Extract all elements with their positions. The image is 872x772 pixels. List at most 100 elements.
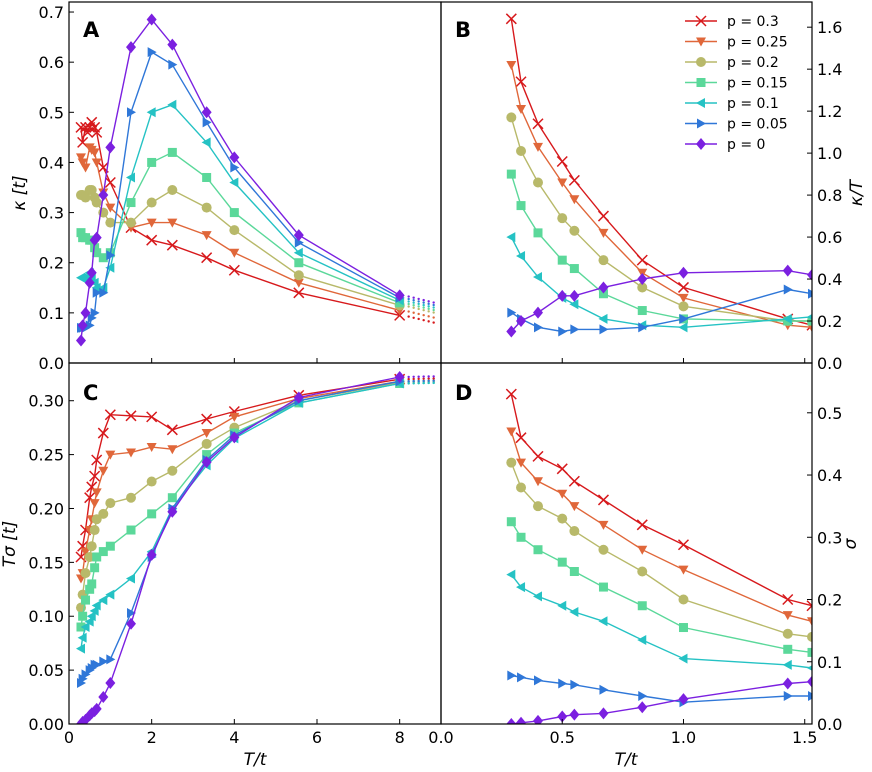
data-point-d-p0.25-1 [516,458,527,468]
data-point-b-p0-0 [506,325,517,338]
data-point-d-p0.1-9 [807,665,812,671]
ylabel-d: σ [841,537,861,549]
continuation-dot-a-p0.15-2 [412,304,415,307]
data-point-d-p0.2-3 [557,513,568,524]
data-point-d-p0.2-8 [782,628,793,639]
data-point-a-p0-0 [75,334,86,347]
data-point-c-p0.05-8 [106,654,116,665]
ytick-label-c-4: 0.20 [28,499,64,518]
data-point-d-p0.05-5 [599,684,609,695]
data-point-b-p0.2-1 [516,146,527,157]
data-point-d-p0.25-5 [598,520,609,530]
ytick-label-c-2: 0.10 [28,607,64,626]
data-point-a-p0.15-9 [126,198,136,208]
data-point-a-p0.25-0 [75,153,86,163]
data-point-b-p0-9 [807,268,812,281]
continuation-dot-a-p0.15-6 [432,308,435,312]
data-point-a-p0-1 [77,319,88,332]
data-point-a-p0.25-8 [105,203,116,213]
legend-marker-p0.2 [696,57,706,67]
continuation-dot-c-p0.1-1 [407,382,410,385]
continuation-dot-c-p0.3-1 [407,377,410,381]
panel-label-c: C [83,381,98,405]
data-point-c-p0.1-9 [126,573,135,584]
data-point-a-p0.2-11 [167,185,178,196]
data-point-d-p0.2-0 [506,457,517,468]
axes-frame-c [68,362,442,725]
series-line-c-p0 [80,376,400,724]
data-point-c-p0.25-9 [126,448,136,458]
continuation-dot-a-p0.3-3 [417,317,420,321]
series-line-d-p0 [511,681,812,724]
data-point-d-p0.05-9 [808,690,812,701]
data-point-a-p0.3-7 [91,126,103,138]
data-point-a-p0-4 [86,266,97,279]
data-point-d-p0.25-7 [678,565,689,575]
data-point-c-p0.15-11 [167,493,177,503]
data-point-c-p0.15-9 [126,525,136,535]
series-line-c-p0.3 [80,378,400,558]
data-point-c-p0-14 [293,391,304,404]
ytick-label-b-6: 1.2 [817,102,842,121]
data-point-b-p0.25-0 [506,60,517,70]
panel-text: A B C D κ [t] κ/T Tσ [t] σ T/t T/t 0.0 0.… [0,3,867,770]
data-point-c-p0.15-1 [78,611,88,621]
data-point-a-p0.05-3 [85,320,95,331]
data-point-c-p0.25-2 [80,547,91,557]
data-point-c-p0.15-3 [85,584,95,594]
xtick-label-d-2: 1.0 [671,728,696,747]
data-point-a-p0.05-5 [90,307,100,318]
continuation-dot-a-p0.05-5 [427,302,430,306]
continuation-dot-c-p0.05-5 [427,379,430,383]
data-point-b-p0.3-5 [597,210,609,222]
data-point-d-p0.2-6 [637,566,648,577]
ytick-label-c-0: 0.00 [28,715,64,734]
data-point-d-p0.25-2 [532,477,543,487]
data-point-c-p0.05-7 [99,656,109,667]
data-point-d-p0-5 [598,707,609,720]
data-point-b-p0.1-4 [569,299,579,310]
data-point-d-p0.1-3 [557,600,567,611]
data-point-a-p0-12 [201,106,212,119]
data-point-a-p0.05-9 [127,107,136,118]
data-point-a-p0.25-11 [167,218,178,228]
data-point-d-p0.3-8 [782,593,794,606]
data-point-d-p0.25-9 [807,617,812,627]
data-point-b-p0.1-5 [598,313,608,324]
data-point-c-p0.15-4 [87,579,97,589]
data-point-d-p0.25-6 [637,545,648,555]
data-point-d-p0-3 [557,710,568,723]
data-point-d-p0.1-6 [637,634,647,645]
data-point-a-p0-3 [84,276,95,289]
data-point-b-p0.15-5 [598,289,608,299]
data-point-a-p0.15-6 [92,248,102,258]
data-point-d-p0.15-3 [557,557,567,567]
data-point-d-p0.2-9 [807,631,812,642]
data-point-a-p0.3-0 [75,121,87,133]
data-point-b-p0.2-2 [532,177,543,188]
data-point-b-p0.1-0 [506,232,516,243]
data-point-a-p0.2-4 [86,185,97,196]
legend-label-p0.25: p = 0.25 [727,35,788,51]
continuation-dot-c-p0.1-6 [432,381,435,385]
data-point-d-p0.2-2 [532,501,543,512]
data-point-c-p0.3-12 [201,413,213,425]
data-point-a-p0-14 [293,229,304,242]
data-point-c-p0.25-5 [89,499,100,509]
data-point-a-p0.15-0 [76,228,86,238]
continuation-dot-a-p0.05-1 [407,297,410,301]
data-point-a-p0.1-13 [229,177,239,188]
data-point-a-p0.25-1 [77,158,88,168]
data-point-d-p0.1-2 [532,591,542,602]
ytick-label-c-6: 0.30 [28,392,64,411]
data-point-d-p0.3-5 [597,494,609,506]
legend-marker-p0.05 [697,118,706,129]
data-point-a-p0.2-14 [293,270,304,281]
data-point-c-p0.2-5 [89,525,100,536]
continuation-dot-a-p0-1 [407,295,410,298]
data-point-d-p0.15-8 [783,644,793,654]
series-line-d-p0.1 [510,574,812,669]
data-point-a-p0.1-11 [167,99,177,110]
data-point-a-p0.15-11 [167,147,177,157]
data-point-d-p0-4 [569,708,580,721]
